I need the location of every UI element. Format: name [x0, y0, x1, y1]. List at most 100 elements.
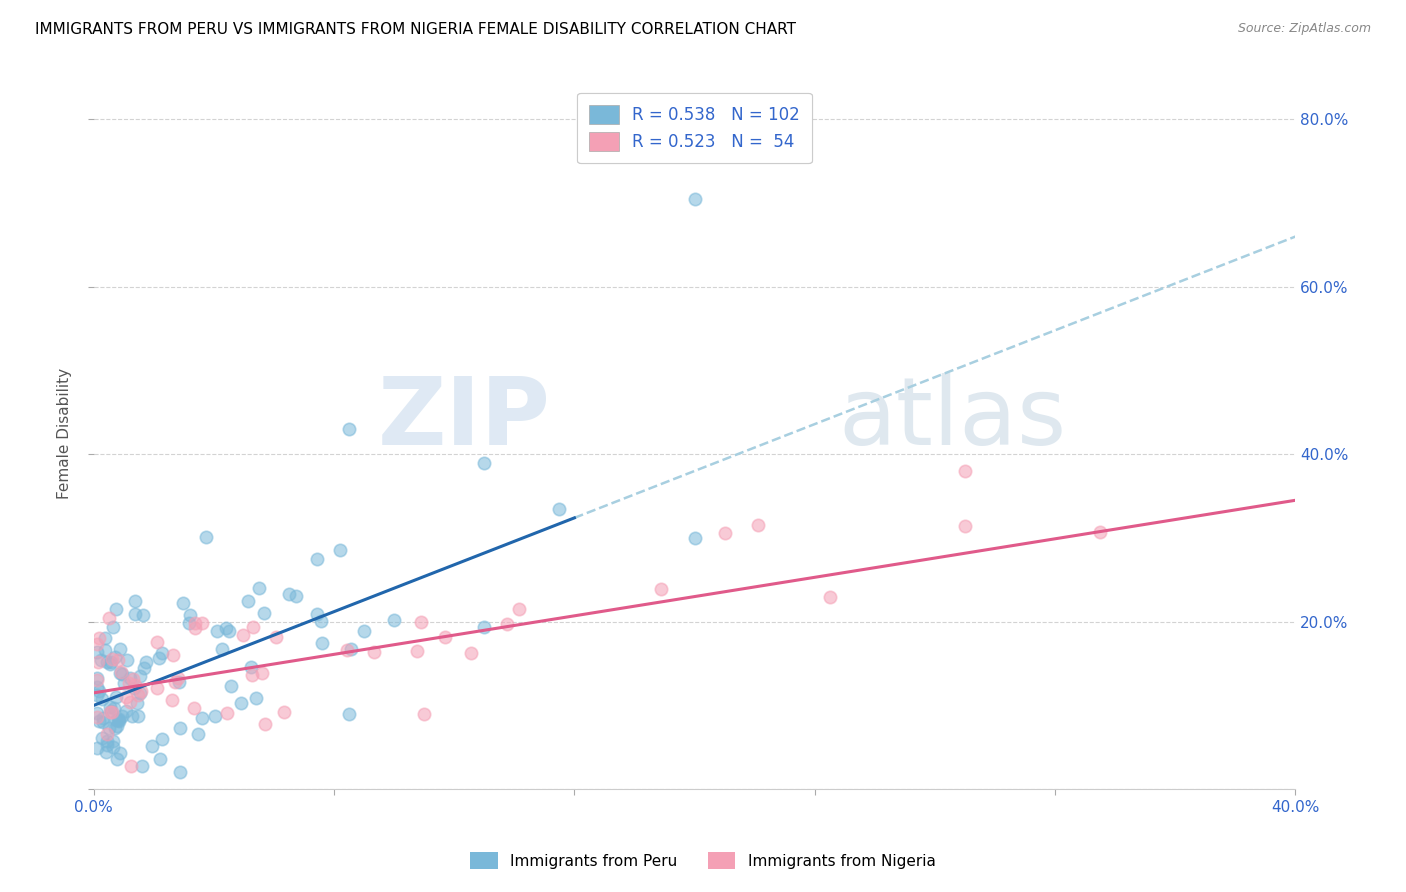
Point [86, 688, 108, 702]
Point [215, 621, 238, 635]
Point [264, 631, 287, 645]
Point [105, 752, 128, 766]
Point [1088, 525, 1111, 540]
Text: IMMIGRANTS FROM PERU VS IMMIGRANTS FROM NIGERIA FEMALE DISABILITY CORRELATION CH: IMMIGRANTS FROM PERU VS IMMIGRANTS FROM … [35, 22, 796, 37]
Point [100, 655, 122, 669]
Point [336, 642, 359, 657]
Point [409, 615, 432, 629]
Point [100, 705, 122, 719]
Point [548, 502, 571, 516]
Point [146, 681, 169, 696]
Point [107, 653, 129, 667]
Point [229, 697, 252, 711]
Point [103, 620, 125, 634]
Point [105, 690, 128, 704]
Point [284, 589, 307, 603]
Point [382, 613, 405, 627]
Point [86, 680, 108, 694]
Point [217, 706, 239, 720]
Point [650, 582, 672, 596]
Point [177, 616, 200, 631]
Point [125, 697, 148, 711]
Point [87, 714, 110, 728]
Point [150, 731, 173, 746]
Point [103, 701, 125, 715]
Point [460, 647, 482, 661]
Point [191, 616, 214, 631]
Point [86, 673, 108, 688]
Point [107, 714, 129, 728]
Point [273, 705, 295, 719]
Point [104, 650, 127, 665]
Point [91, 731, 114, 745]
Point [131, 608, 153, 623]
Point [86, 671, 108, 685]
Point [184, 620, 207, 634]
Point [110, 665, 132, 679]
Point [87, 683, 110, 698]
Point [107, 714, 129, 728]
Point [86, 637, 108, 651]
Point [93, 714, 115, 729]
Point [305, 552, 328, 566]
Point [86, 645, 108, 659]
Point [105, 718, 128, 732]
Point [86, 741, 108, 756]
Point [110, 665, 132, 680]
Point [111, 708, 134, 723]
Legend: R = 0.538   N = 102, R = 0.523   N =  54: R = 0.538 N = 102, R = 0.523 N = 54 [578, 93, 811, 163]
Point [115, 690, 138, 704]
Point [98, 721, 121, 735]
Point [127, 709, 149, 723]
Point [183, 700, 205, 714]
Point [340, 641, 363, 656]
Point [120, 759, 142, 773]
Point [96, 733, 118, 747]
Point [94, 745, 117, 759]
Point [683, 192, 706, 206]
Point [242, 619, 264, 633]
Point [172, 596, 194, 610]
Point [204, 709, 226, 723]
Point [90, 653, 112, 667]
Point [247, 582, 270, 596]
Point [221, 679, 243, 693]
Point [135, 656, 157, 670]
Point [146, 635, 169, 649]
Point [167, 671, 190, 685]
Point [472, 456, 495, 470]
Point [169, 765, 191, 780]
Point [110, 642, 132, 657]
Point [148, 650, 170, 665]
Legend: Immigrants from Peru, Immigrants from Nigeria: Immigrants from Peru, Immigrants from Ni… [464, 846, 942, 875]
Point [94, 632, 117, 646]
Point [218, 624, 240, 639]
Point [122, 672, 145, 686]
Point [307, 607, 329, 621]
Point [252, 665, 274, 680]
Point [211, 642, 233, 657]
Point [413, 706, 436, 721]
Point [496, 617, 519, 632]
Point [162, 648, 184, 663]
Point [311, 636, 333, 650]
Point [232, 628, 254, 642]
Point [472, 620, 495, 634]
Point [104, 602, 127, 616]
Point [132, 661, 155, 675]
Point [253, 607, 276, 621]
Point [953, 519, 976, 533]
Point [96, 727, 118, 741]
Point [150, 646, 173, 660]
Point [104, 721, 127, 735]
Point [115, 704, 138, 718]
Point [128, 669, 150, 683]
Point [245, 690, 267, 705]
Point [433, 631, 456, 645]
Point [254, 717, 277, 731]
Point [121, 709, 143, 723]
Point [107, 712, 129, 726]
Point [87, 655, 110, 669]
Point [337, 422, 360, 436]
Point [311, 614, 333, 628]
